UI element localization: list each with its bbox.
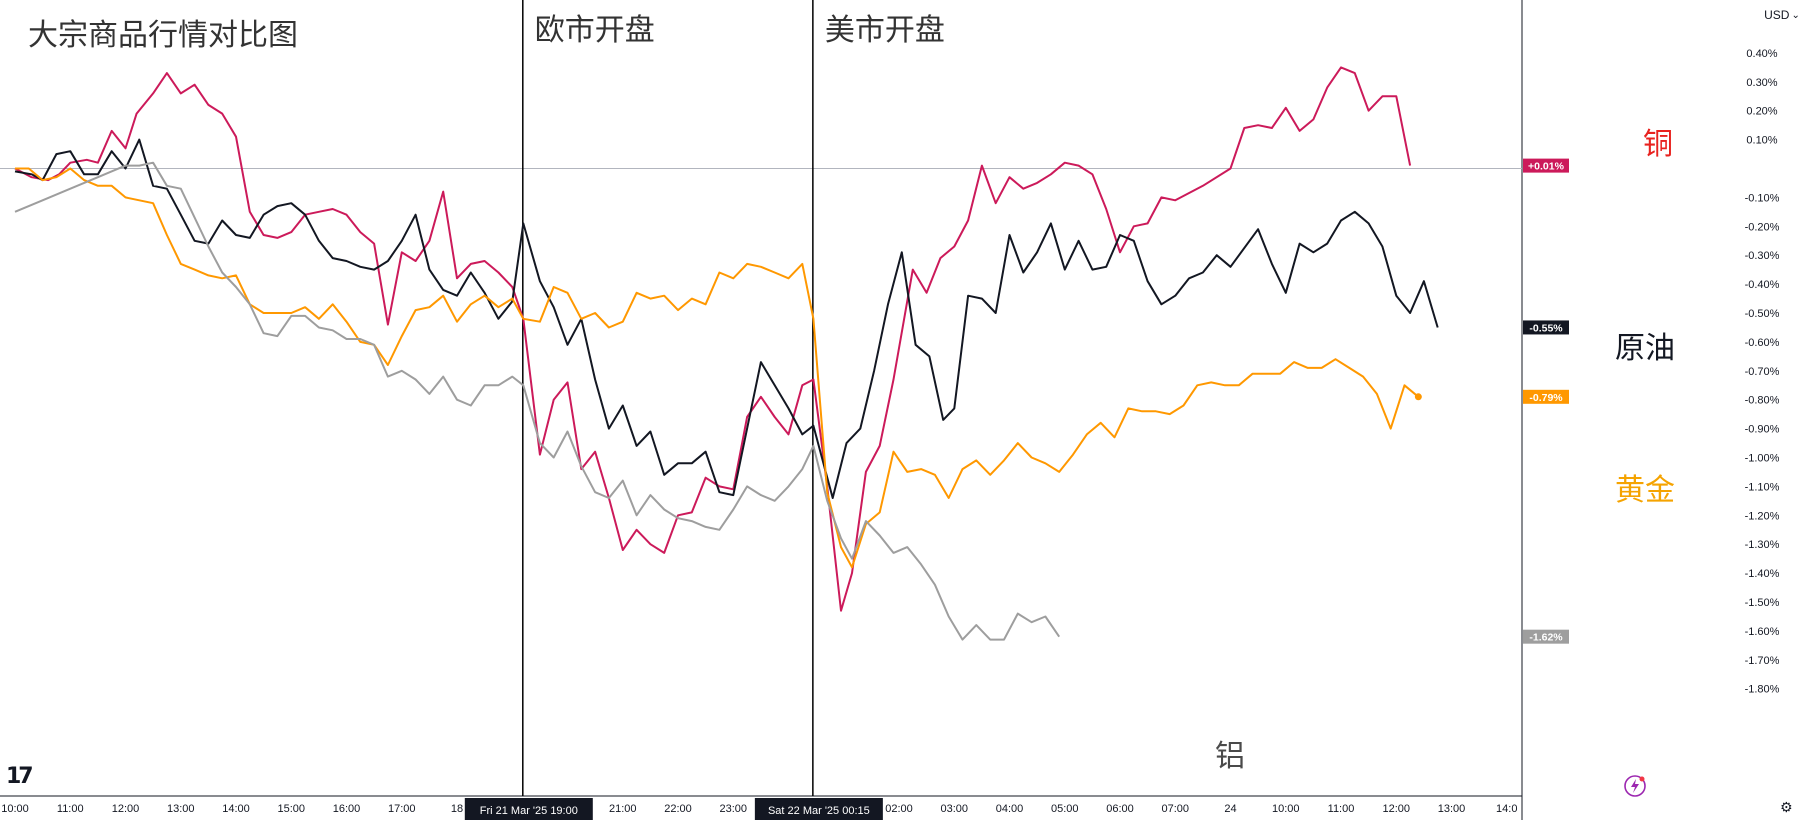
x-tick-label: 07:00 [1161, 803, 1189, 815]
x-tick-label: 13:00 [1438, 803, 1466, 815]
y-tick-label: 0.10% [1746, 135, 1777, 147]
y-tick-label: -1.80% [1745, 684, 1780, 696]
last-value-badge-bg [1523, 158, 1569, 173]
y-tick-label: -0.40% [1745, 279, 1780, 291]
y-tick-label: -1.70% [1745, 655, 1780, 667]
series-end-dot [1414, 393, 1422, 401]
y-tick-label: 0.20% [1746, 106, 1777, 118]
series-label: 原油 [1615, 331, 1675, 366]
y-tick-label: -1.50% [1745, 597, 1780, 609]
series-line-铜 [14, 66, 1412, 612]
y-tick-label: 0.40% [1746, 48, 1777, 60]
last-value-badge: -0.79% [1529, 392, 1563, 404]
series-line-黄金 [15, 167, 1419, 569]
x-tick-label: 14:0 [1496, 803, 1517, 815]
time-badge-label: Sat 22 Mar '25 00:15 [768, 805, 870, 817]
x-tick-label: 03:00 [940, 803, 968, 815]
bolt-icon[interactable] [1623, 774, 1647, 798]
x-tick-label: 13:00 [167, 803, 195, 815]
y-tick-label: -0.60% [1745, 337, 1780, 349]
x-tick-label: 11:00 [1328, 803, 1355, 815]
x-tick-label: 16:00 [333, 803, 361, 815]
currency-selector[interactable]: USD ⌄ [1760, 4, 1804, 26]
x-tick-label: 17:00 [388, 803, 416, 815]
last-value-badge-bg [1523, 320, 1569, 335]
y-tick-label: -1.10% [1745, 481, 1780, 493]
y-tick-label: -1.00% [1745, 453, 1780, 465]
y-tick-label: -1.40% [1745, 568, 1780, 580]
y-tick-label: -0.50% [1745, 308, 1780, 320]
x-tick-label: 06:00 [1106, 803, 1134, 815]
x-tick-label: 05:00 [1051, 803, 1079, 815]
last-value-badge-bg [1523, 389, 1569, 404]
last-value-badge-bg [1523, 629, 1569, 644]
x-tick-label: 02:00 [885, 803, 913, 815]
x-tick-label: 10:00 [1, 803, 29, 815]
last-value-badge: -0.55% [1529, 322, 1563, 334]
y-tick-label: -0.80% [1745, 395, 1780, 407]
x-tick-label: 14:00 [222, 803, 250, 815]
series-label: 黄金 [1615, 473, 1675, 508]
series-line-铝 [14, 161, 1061, 641]
chart-title: 大宗商品行情对比图 [28, 18, 298, 53]
y-tick-label: 0.30% [1746, 77, 1777, 89]
x-tick-label: 22:00 [664, 803, 692, 815]
series-label: 铝 [1215, 739, 1245, 774]
x-tick-label: 15:00 [277, 803, 305, 815]
y-tick-label: -1.60% [1745, 626, 1780, 638]
chevron-down-icon: ⌄ [1791, 9, 1800, 21]
y-tick-label: -1.30% [1745, 539, 1780, 551]
last-value-badge: -1.62% [1529, 632, 1563, 644]
y-tick-label: -0.20% [1745, 221, 1780, 233]
y-tick-label: -0.10% [1745, 192, 1780, 204]
currency-label: USD [1764, 8, 1790, 22]
time-badge-label: Fri 21 Mar '25 19:00 [480, 805, 578, 817]
y-tick-label: -0.70% [1745, 366, 1780, 378]
gear-icon[interactable]: ⚙ [1780, 800, 1793, 816]
x-tick-label: 10:00 [1272, 803, 1300, 815]
y-tick-label: -0.30% [1745, 250, 1780, 262]
y-tick-label: -1.20% [1745, 510, 1780, 522]
x-tick-label: 04:00 [996, 803, 1024, 815]
x-tick-label: 11:00 [57, 803, 84, 815]
series-label: 铜 [1643, 127, 1673, 162]
x-tick-label: 21:00 [609, 803, 637, 815]
tradingview-logo: 17 [6, 764, 34, 789]
x-tick-label: 24 [1224, 803, 1236, 815]
y-tick-label: -0.90% [1745, 424, 1780, 436]
x-tick-label: 18 [451, 803, 463, 815]
x-tick-label: 12:00 [112, 803, 140, 815]
last-value-badge: +0.01% [1528, 161, 1565, 173]
time-badge-bg [464, 798, 593, 820]
time-badge-bg [754, 798, 883, 820]
session-marker-label: 欧市开盘 [535, 13, 655, 48]
x-tick-label: 12:00 [1382, 803, 1410, 815]
series-line-原油 [14, 138, 1439, 499]
x-tick-label: 23:00 [719, 803, 747, 815]
session-marker-label: 美市开盘 [825, 13, 945, 48]
